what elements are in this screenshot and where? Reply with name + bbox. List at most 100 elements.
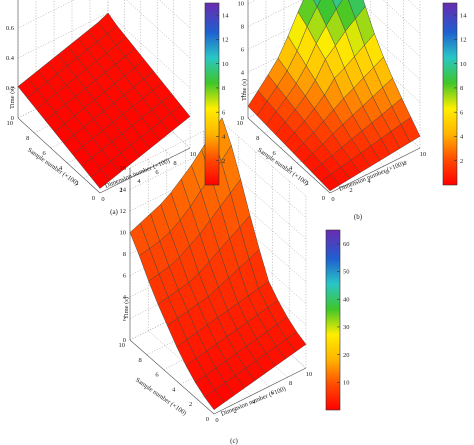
z-tick-label: 8 [123, 251, 126, 258]
y-tick-label: 6 [273, 150, 277, 157]
y-axis-line [17, 117, 101, 194]
wall-gridline [129, 164, 307, 240]
x-tick-label: 2 [119, 187, 122, 194]
z-tick-label: 0 [241, 115, 244, 122]
y-tick-label: 6 [155, 372, 159, 379]
x-tick-label: 2 [349, 187, 352, 194]
y-tick-label: 10 [119, 342, 126, 349]
colorbar-tick-label: 2 [460, 158, 463, 165]
colorbar-tick-label: 60 [343, 241, 350, 248]
wall-gridline [129, 143, 307, 218]
x-tick-label: 0 [101, 196, 104, 203]
y-axis-line [247, 117, 331, 194]
y-tick-label: 0 [92, 195, 95, 202]
x-tick-label: 8 [289, 380, 292, 387]
y-tick-label: 10 [237, 120, 244, 127]
y-tick-label: 6 [43, 150, 47, 157]
x-tick-label: 0 [215, 417, 218, 424]
y-tick-label: 4 [172, 386, 176, 393]
floor-gridline [148, 330, 233, 405]
x-tick-label: 8 [403, 160, 406, 167]
wall-gridline [247, 0, 421, 57]
surface-cell [90, 168, 111, 189]
wall-gridline [247, 4, 421, 80]
z-tick-label: 0 [11, 115, 14, 122]
z-tick-label: 4 [123, 294, 127, 301]
z-tick-label: 0.2 [6, 85, 14, 92]
z-tick-label: 0 [123, 337, 126, 344]
z-tick-label: 0.6 [6, 25, 15, 32]
x-axis-line [213, 367, 307, 415]
colorbar-tick-label: 4 [460, 134, 464, 141]
surface-cell [320, 174, 341, 192]
wall-gridline [17, 0, 191, 59]
colorbar-tick-label: 14 [222, 12, 229, 19]
colorbar-tick-label: 12 [460, 37, 467, 44]
surface-mesh-a [17, 12, 191, 189]
surface-cell [332, 0, 343, 10]
z-tick-label: 10 [238, 1, 245, 8]
colorbar-tick-label: 8 [222, 85, 225, 92]
y-tick-label: 0 [206, 416, 209, 423]
colorbar-a-ticks: 2 4 6 8 10 12 14 [216, 12, 229, 165]
colorbar-tick-label: 20 [343, 352, 350, 359]
colorbar-a-gradient [204, 2, 220, 186]
x-axis-line [329, 147, 421, 194]
y-tick-label: 4 [289, 165, 293, 172]
z-tick-label: 16 [120, 165, 127, 172]
x-tick-label: 4 [367, 178, 371, 185]
y-tick-label: 4 [59, 165, 63, 172]
wall-gridline [247, 26, 421, 103]
colorbar-tick-label: 30 [343, 324, 350, 331]
z-tick-label: 0.4 [6, 55, 15, 62]
y-tick-label: 8 [26, 135, 29, 142]
x-tick-label: 0 [331, 196, 334, 203]
z-axis-label-c: Time (s) [123, 297, 130, 319]
colorbar-tick-label: 8 [460, 85, 463, 92]
colorbar-tick-label: 6 [460, 109, 464, 116]
surface-cell [313, 0, 321, 8]
x-tick-label: 10 [420, 151, 427, 158]
colorbar-tick-label: 10 [222, 61, 229, 68]
colorbar-tick-label: 10 [343, 380, 350, 387]
z-axis-label-a: Time (s) [9, 87, 16, 109]
caption-a: (a) [110, 208, 118, 216]
colorbar-tick-label: 6 [222, 109, 226, 116]
wall-gridline [129, 121, 307, 197]
z-tick-label: 6 [241, 46, 245, 53]
colorbar-tick-label: 40 [343, 296, 350, 303]
y-tick-label: 0 [322, 195, 325, 202]
y-axis-line [129, 339, 215, 415]
colorbar-tick-label: 14 [460, 12, 467, 19]
z-tick-label: 4 [241, 69, 245, 76]
wall-gridline [247, 0, 421, 34]
z-tick-label: 12 [120, 208, 127, 215]
colorbar-tick-label: 2 [222, 158, 225, 165]
x-axis-line [99, 147, 191, 194]
surface-cell [204, 389, 225, 411]
colorbar-b: 2 4 6 8 10 12 14 [442, 2, 467, 186]
colorbar-a: 2 4 6 8 10 12 14 [204, 2, 229, 186]
caption-c: (c) [230, 437, 238, 445]
x-tick-label: 4 [252, 399, 256, 406]
x-tick-label: 6 [271, 389, 275, 396]
z-tick-label: 0.8 [6, 0, 14, 2]
colorbar-tick-label: 12 [222, 37, 229, 44]
colorbar-c-ticks: 10 20 30 40 50 60 [337, 241, 350, 387]
y-tick-label: 10 [7, 120, 14, 127]
colorbar-tick-label: 4 [222, 134, 226, 141]
z-tick-label: 8 [241, 24, 244, 31]
y-tick-label: 2 [305, 180, 308, 187]
z-axis-label-b: Time (s) [241, 79, 248, 101]
x-tick-label: 6 [155, 169, 159, 176]
colorbar-b-gradient [442, 2, 458, 186]
colorbar-c-gradient [325, 229, 341, 411]
z-tick-label: 10 [120, 230, 127, 237]
x-tick-label: 10 [306, 371, 313, 378]
